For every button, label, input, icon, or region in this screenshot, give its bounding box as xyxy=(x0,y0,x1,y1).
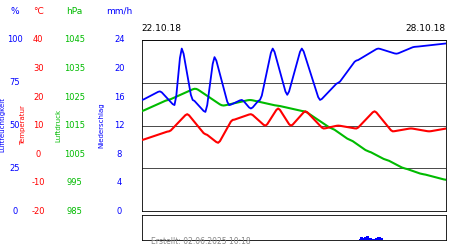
Text: 12: 12 xyxy=(114,121,125,130)
Text: Temperatur: Temperatur xyxy=(20,105,27,145)
Text: 40: 40 xyxy=(33,36,44,44)
Bar xyxy=(362,238,365,240)
Text: 20: 20 xyxy=(114,64,125,73)
Text: 1025: 1025 xyxy=(64,92,85,102)
Bar xyxy=(366,236,369,240)
Bar xyxy=(369,238,372,240)
Text: 16: 16 xyxy=(114,92,125,102)
Text: 8: 8 xyxy=(117,150,122,159)
Bar xyxy=(375,238,378,240)
Text: 50: 50 xyxy=(9,121,20,130)
Text: Niederschlag: Niederschlag xyxy=(98,102,104,148)
Bar xyxy=(371,239,374,240)
Bar xyxy=(359,239,361,240)
Bar xyxy=(377,237,379,240)
Text: 22.10.18: 22.10.18 xyxy=(142,24,182,33)
Text: -10: -10 xyxy=(32,178,45,187)
Bar xyxy=(381,238,383,240)
Text: hPa: hPa xyxy=(66,7,82,16)
Text: 75: 75 xyxy=(9,78,20,87)
Text: 0: 0 xyxy=(117,207,122,216)
Text: 985: 985 xyxy=(66,207,82,216)
Text: 100: 100 xyxy=(7,36,22,44)
Text: mm/h: mm/h xyxy=(106,7,132,16)
Text: 25: 25 xyxy=(9,164,20,173)
Bar xyxy=(364,237,367,240)
Text: 10: 10 xyxy=(33,121,44,130)
Text: Erstellt: 02.06.2025 10:18: Erstellt: 02.06.2025 10:18 xyxy=(151,237,250,246)
Text: 4: 4 xyxy=(117,178,122,187)
Bar xyxy=(368,238,370,240)
Bar xyxy=(360,237,363,240)
Text: Luftfeuchtigkeit: Luftfeuchtigkeit xyxy=(0,98,5,152)
Text: 24: 24 xyxy=(114,36,125,44)
Text: 1005: 1005 xyxy=(64,150,85,159)
Text: 1035: 1035 xyxy=(64,64,85,73)
Text: 0: 0 xyxy=(36,150,41,159)
Text: 995: 995 xyxy=(67,178,82,187)
Bar xyxy=(378,237,382,240)
Text: 1015: 1015 xyxy=(64,121,85,130)
Text: Luftdruck: Luftdruck xyxy=(55,108,62,142)
Text: %: % xyxy=(10,7,19,16)
Text: 30: 30 xyxy=(33,64,44,73)
Text: 20: 20 xyxy=(33,92,44,102)
Text: -20: -20 xyxy=(32,207,45,216)
Text: °C: °C xyxy=(33,7,44,16)
Text: 0: 0 xyxy=(12,207,18,216)
Text: 1045: 1045 xyxy=(64,36,85,44)
Text: 28.10.18: 28.10.18 xyxy=(405,24,446,33)
Bar xyxy=(373,239,376,240)
